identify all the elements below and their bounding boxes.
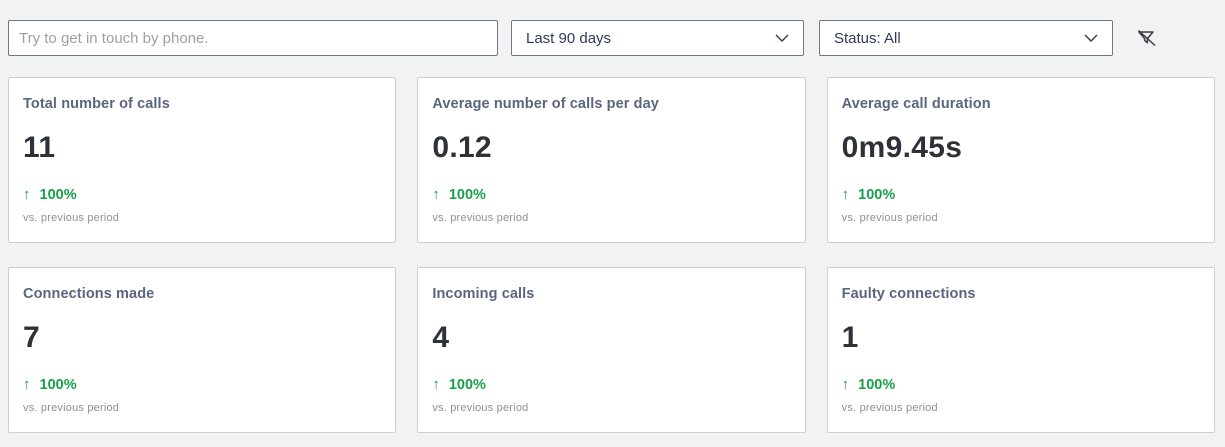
stat-card-title: Average number of calls per day <box>432 96 659 112</box>
trend-up-arrow-icon: ↑ <box>23 376 31 393</box>
stat-card-title: Incoming calls <box>432 286 535 302</box>
stat-card-comparison: vs. previous period <box>841 402 938 414</box>
trend-up-arrow-icon: ↑ <box>432 186 440 203</box>
date-range-value: Last 90 days <box>526 29 612 47</box>
stat-card-value: 4 <box>432 321 450 354</box>
stat-card-avg-calls-per-day: Average number of calls per day 0.12 ↑ 1… <box>417 77 806 243</box>
stat-card-comparison: vs. previous period <box>841 212 938 224</box>
date-range-select[interactable]: Last 90 days <box>511 20 804 56</box>
stat-card-comparison: vs. previous period <box>432 212 529 224</box>
stat-card-trend: ↑ 100% <box>842 186 1200 203</box>
stat-card-trend: ↑ 100% <box>23 186 381 203</box>
chevron-down-icon <box>1084 34 1098 42</box>
trend-percent: 100% <box>448 376 486 393</box>
trend-up-arrow-icon: ↑ <box>841 376 850 393</box>
stat-card-avg-call-duration: Average call duration 0m9.45s ↑ 100% vs.… <box>826 77 1215 243</box>
trend-up-arrow-icon: ↑ <box>23 186 31 203</box>
stat-card-comparison: vs. previous period <box>23 402 120 414</box>
stat-card-trend: ↑ 100% <box>432 186 790 203</box>
stats-grid: Total number of calls 11 ↑ 100% vs. prev… <box>8 77 1215 433</box>
stat-card-title: Connections made <box>23 286 155 302</box>
trend-percent: 100% <box>39 376 77 393</box>
chevron-down-icon <box>775 34 789 42</box>
trend-percent: 100% <box>858 186 896 203</box>
trend-up-arrow-icon: ↑ <box>841 186 850 203</box>
clear-filters-button[interactable] <box>1132 23 1162 53</box>
status-select[interactable]: Status: All <box>819 20 1113 56</box>
stat-card-connections-made: Connections made 7 ↑ 100% vs. previous p… <box>8 267 397 433</box>
trend-percent: 100% <box>39 186 77 203</box>
stat-card-title: Average call duration <box>841 96 991 112</box>
filter-off-icon <box>1137 29 1156 47</box>
trend-percent: 100% <box>448 186 486 203</box>
stat-card-title: Faulty connections <box>841 286 976 302</box>
trend-up-arrow-icon: ↑ <box>432 376 440 393</box>
stat-card-trend: ↑ 100% <box>842 376 1200 393</box>
stat-card-total-calls: Total number of calls 11 ↑ 100% vs. prev… <box>8 77 397 243</box>
filters-toolbar: Last 90 days Status: All <box>8 20 1215 56</box>
stat-card-faulty-connections: Faulty connections 1 ↑ 100% vs. previous… <box>826 267 1215 433</box>
stat-card-value: 7 <box>23 321 40 354</box>
stat-card-title: Total number of calls <box>23 96 170 112</box>
stat-card-comparison: vs. previous period <box>23 212 120 224</box>
stat-card-value: 0.12 <box>432 131 492 164</box>
status-value: Status: All <box>834 29 901 47</box>
stat-card-trend: ↑ 100% <box>432 376 790 393</box>
stat-card-comparison: vs. previous period <box>432 402 529 414</box>
stat-card-trend: ↑ 100% <box>23 376 381 393</box>
search-input[interactable] <box>8 20 498 56</box>
stat-card-incoming-calls: Incoming calls 4 ↑ 100% vs. previous per… <box>417 267 806 433</box>
stat-card-value: 1 <box>841 321 859 354</box>
stat-card-value: 11 <box>23 131 56 164</box>
stat-card-value: 0m9.45s <box>841 131 963 164</box>
trend-percent: 100% <box>858 376 896 393</box>
